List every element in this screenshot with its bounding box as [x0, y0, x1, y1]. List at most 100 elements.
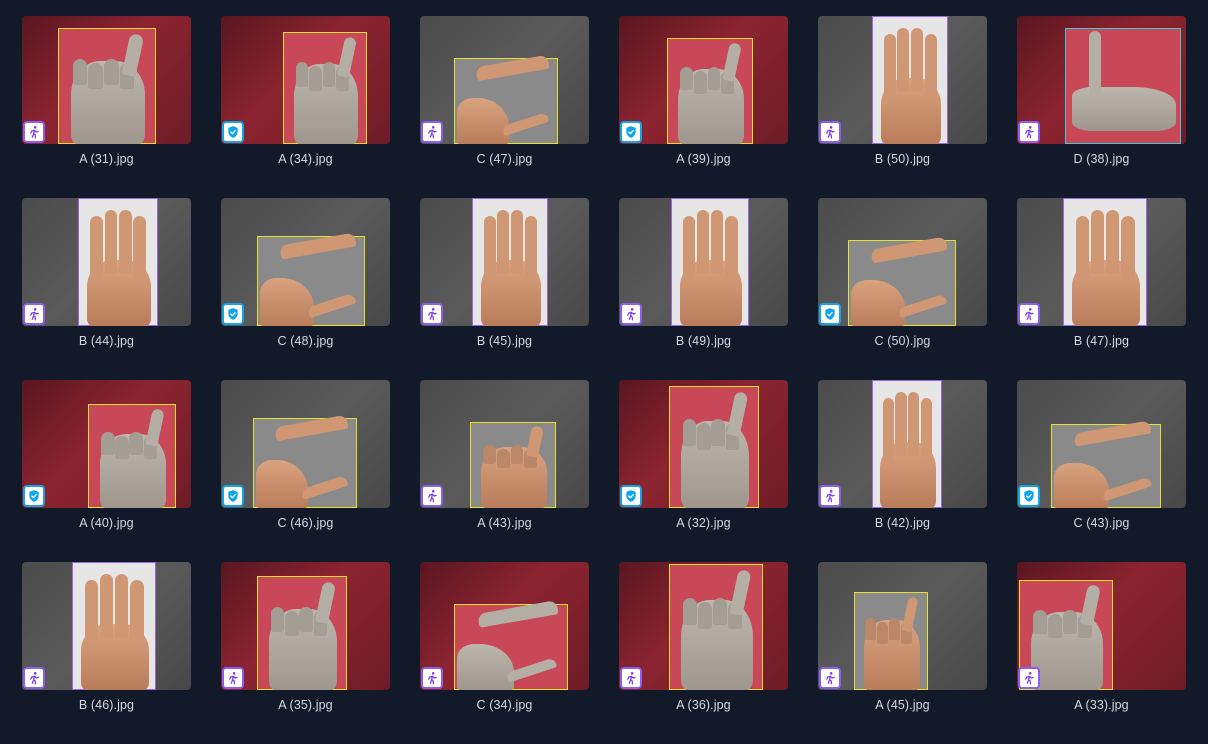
image-thumbnail[interactable] [420, 562, 589, 690]
image-card[interactable]: C (43).jpg [1017, 380, 1186, 562]
shield-check-icon [222, 485, 244, 507]
image-card[interactable]: A (36).jpg [619, 562, 788, 744]
image-card[interactable]: A (31).jpg [22, 16, 191, 198]
image-card[interactable]: D (38).jpg [1017, 16, 1186, 198]
image-card[interactable]: B (44).jpg [22, 198, 191, 380]
image-thumbnail[interactable] [1017, 16, 1186, 144]
image-card[interactable]: A (39).jpg [619, 16, 788, 198]
run-icon [222, 667, 244, 689]
bounding-box [848, 236, 956, 326]
run-icon [421, 303, 443, 325]
image-thumbnail[interactable] [818, 380, 987, 508]
bounding-box [58, 28, 156, 144]
image-card[interactable]: A (34).jpg [221, 16, 390, 198]
image-card[interactable]: C (47).jpg [420, 16, 589, 198]
image-card[interactable]: C (48).jpg [221, 198, 390, 380]
shield-check-icon [222, 121, 244, 143]
image-thumbnail[interactable] [619, 198, 788, 326]
bounding-box [1063, 198, 1147, 326]
image-filename: B (44).jpg [78, 334, 135, 348]
image-card[interactable]: A (35).jpg [221, 562, 390, 744]
run-icon [421, 121, 443, 143]
image-thumbnail[interactable] [619, 16, 788, 144]
image-filename: B (42).jpg [874, 516, 931, 530]
image-thumbnail[interactable] [22, 198, 191, 326]
image-filename: B (46).jpg [78, 698, 135, 712]
bounding-box [1019, 580, 1113, 690]
image-thumbnail[interactable] [1017, 562, 1186, 690]
image-filename: B (45).jpg [476, 334, 533, 348]
bounding-box [283, 32, 367, 144]
image-thumbnail[interactable] [818, 562, 987, 690]
shield-check-icon [23, 485, 45, 507]
image-thumbnail[interactable] [221, 562, 390, 690]
image-card[interactable]: B (45).jpg [420, 198, 589, 380]
run-icon [1018, 667, 1040, 689]
image-thumbnail[interactable] [221, 380, 390, 508]
image-grid: A (31).jpg A (34).jpg C (47).jpg A (39).jpg… [22, 16, 1186, 744]
image-card[interactable]: A (40).jpg [22, 380, 191, 562]
shield-check-icon [620, 121, 642, 143]
image-filename: A (43).jpg [477, 516, 532, 530]
image-card[interactable]: A (43).jpg [420, 380, 589, 562]
image-thumbnail[interactable] [619, 380, 788, 508]
image-thumbnail[interactable] [420, 380, 589, 508]
image-thumbnail[interactable] [221, 198, 390, 326]
image-thumbnail[interactable] [420, 198, 589, 326]
bounding-box [78, 198, 158, 326]
image-card[interactable]: C (46).jpg [221, 380, 390, 562]
image-filename: B (49).jpg [675, 334, 732, 348]
bounding-box [454, 54, 558, 144]
bounding-box [257, 576, 347, 690]
bounding-box [669, 386, 759, 508]
image-thumbnail[interactable] [818, 16, 987, 144]
image-filename: A (39).jpg [676, 152, 731, 166]
hand-shape [457, 643, 515, 690]
bounding-box [854, 592, 928, 690]
image-filename: C (43).jpg [1073, 516, 1130, 530]
bounding-box [88, 404, 176, 508]
bounding-box [454, 599, 568, 690]
bounding-box [671, 198, 749, 326]
image-filename: A (35).jpg [278, 698, 333, 712]
image-card[interactable]: B (42).jpg [818, 380, 987, 562]
bounding-box [872, 16, 948, 144]
image-card[interactable]: B (47).jpg [1017, 198, 1186, 380]
image-thumbnail[interactable] [221, 16, 390, 144]
hand-shape [256, 459, 309, 508]
image-card[interactable]: A (33).jpg [1017, 562, 1186, 744]
image-card[interactable]: B (50).jpg [818, 16, 987, 198]
hand-shape [1054, 462, 1110, 508]
image-filename: A (45).jpg [875, 698, 930, 712]
image-card[interactable]: A (45).jpg [818, 562, 987, 744]
bounding-box [472, 198, 548, 326]
image-card[interactable]: B (46).jpg [22, 562, 191, 744]
run-icon [819, 121, 841, 143]
image-thumbnail[interactable] [420, 16, 589, 144]
image-thumbnail[interactable] [22, 16, 191, 144]
bounding-box [1065, 28, 1181, 144]
image-thumbnail[interactable] [1017, 198, 1186, 326]
image-thumbnail[interactable] [1017, 380, 1186, 508]
run-icon [23, 303, 45, 325]
image-card[interactable]: B (49).jpg [619, 198, 788, 380]
image-card[interactable]: C (34).jpg [420, 562, 589, 744]
image-card[interactable]: C (50).jpg [818, 198, 987, 380]
run-icon [421, 667, 443, 689]
image-thumbnail[interactable] [818, 198, 987, 326]
hand-shape [260, 277, 315, 326]
shield-check-icon [1018, 485, 1040, 507]
bounding-box [470, 422, 556, 508]
image-filename: C (47).jpg [476, 152, 533, 166]
image-thumbnail[interactable] [22, 562, 191, 690]
image-filename: A (36).jpg [676, 698, 731, 712]
image-filename: A (33).jpg [1074, 698, 1129, 712]
image-thumbnail[interactable] [22, 380, 191, 508]
shield-check-icon [222, 303, 244, 325]
image-filename: C (48).jpg [277, 334, 334, 348]
image-filename: C (50).jpg [874, 334, 931, 348]
image-thumbnail[interactable] [619, 562, 788, 690]
bounding-box [1051, 420, 1161, 508]
bounding-box [669, 564, 763, 690]
image-card[interactable]: A (32).jpg [619, 380, 788, 562]
